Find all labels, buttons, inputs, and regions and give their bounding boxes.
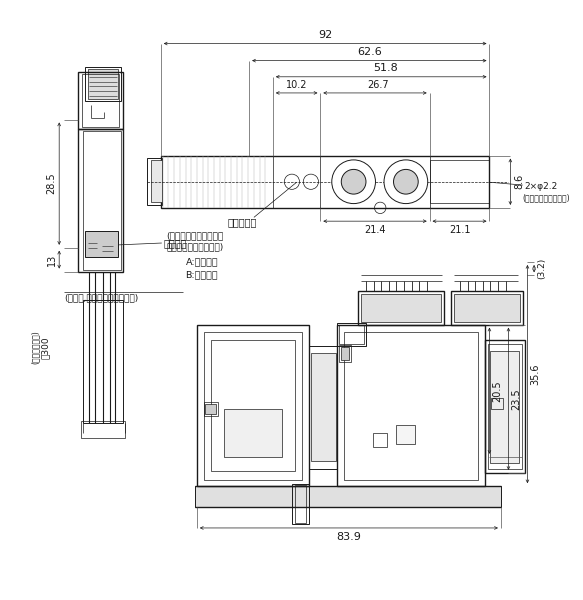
Text: 20.5: 20.5 — [492, 380, 502, 401]
Bar — [83, 300, 123, 424]
Text: 23.5: 23.5 — [511, 388, 521, 410]
Text: から回してください。): から回してください。) — [167, 242, 224, 251]
Text: 21.1: 21.1 — [449, 225, 470, 235]
Text: 21.4: 21.4 — [364, 225, 386, 235]
Text: 83.9: 83.9 — [336, 532, 361, 542]
Bar — [491, 398, 503, 409]
Bar — [78, 72, 123, 129]
Text: 2×φ2.2: 2×φ2.2 — [525, 182, 558, 191]
Text: (リード線長さ): (リード線長さ) — [31, 331, 40, 364]
Bar — [490, 351, 519, 463]
Bar — [311, 353, 336, 461]
Text: 約300: 約300 — [40, 336, 50, 359]
Bar — [205, 404, 216, 414]
Bar — [197, 325, 309, 486]
Bar — [338, 323, 366, 346]
Text: 極性表示: 極性表示 — [164, 238, 187, 248]
Bar — [430, 160, 489, 203]
Bar — [203, 401, 218, 416]
Text: 92: 92 — [318, 30, 332, 40]
Bar — [338, 325, 484, 486]
Bar — [487, 344, 522, 469]
Bar — [195, 486, 501, 507]
Circle shape — [384, 160, 428, 203]
Bar — [85, 230, 118, 257]
Text: 28.5: 28.5 — [47, 173, 57, 194]
Text: 51.8: 51.8 — [374, 63, 398, 73]
Bar — [451, 292, 523, 325]
Bar — [78, 129, 123, 272]
Bar — [359, 292, 444, 325]
Text: (3.2): (3.2) — [537, 258, 546, 279]
Circle shape — [332, 160, 375, 203]
Circle shape — [394, 169, 418, 194]
Bar — [484, 340, 525, 473]
Bar — [82, 74, 119, 127]
Bar — [81, 421, 125, 438]
Text: (ランプ,サージ電圧保護回路): (ランプ,サージ電圧保護回路) — [64, 293, 138, 302]
Bar — [85, 67, 121, 101]
Text: 13: 13 — [47, 254, 57, 266]
Text: 35.6: 35.6 — [530, 364, 540, 385]
Text: 10.2: 10.2 — [286, 80, 307, 91]
Bar — [295, 485, 306, 523]
Text: 8.6: 8.6 — [515, 174, 525, 190]
Text: 62.6: 62.6 — [357, 47, 382, 57]
Bar — [87, 69, 118, 98]
Text: A:オレンジ: A:オレンジ — [185, 257, 218, 266]
Text: マニュアル: マニュアル — [228, 217, 257, 227]
Circle shape — [341, 169, 366, 194]
Text: B:グリーン: B:グリーン — [185, 271, 218, 280]
Bar — [396, 425, 415, 445]
Bar — [454, 295, 520, 322]
Bar — [83, 131, 121, 269]
Bar — [339, 325, 364, 344]
Bar — [152, 160, 161, 202]
Bar — [161, 155, 490, 208]
Bar — [373, 433, 387, 447]
Bar — [339, 344, 351, 362]
Text: 26.7: 26.7 — [367, 80, 389, 91]
Bar — [309, 346, 338, 469]
Bar — [361, 295, 441, 322]
Bar — [344, 332, 478, 479]
Text: (ロック式の場合押して: (ロック式の場合押して — [167, 231, 224, 240]
Text: (マニホールド取付穴): (マニホールド取付穴) — [523, 193, 570, 202]
Bar — [203, 332, 303, 479]
Bar — [341, 347, 349, 360]
Bar — [146, 158, 161, 205]
Bar — [292, 484, 309, 524]
Bar — [211, 340, 295, 471]
Bar — [223, 409, 282, 457]
